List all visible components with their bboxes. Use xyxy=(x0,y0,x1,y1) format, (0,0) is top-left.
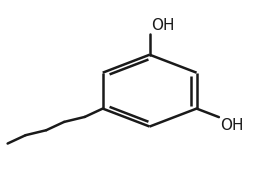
Text: OH: OH xyxy=(220,118,244,133)
Text: OH: OH xyxy=(151,18,174,33)
